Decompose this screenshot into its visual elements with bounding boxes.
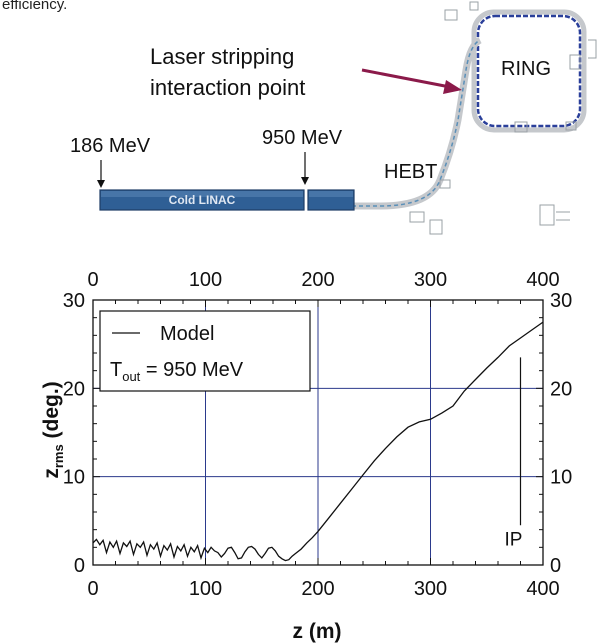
y-axis-title-sub: rms <box>51 444 66 468</box>
energy-end-label: 950 MeV <box>262 127 343 149</box>
laser-label-line2: interaction point <box>150 75 305 100</box>
legend-tout-sub: out <box>122 369 140 384</box>
energy-start-arrowhead <box>97 180 105 188</box>
x-tick-label-bottom: 300 <box>414 578 447 600</box>
y-tick-label-right: 20 <box>550 378 572 400</box>
x-tick-label-bottom: 400 <box>526 578 559 600</box>
laser-arrow-shaft <box>361 68 451 89</box>
y-axis-title-tail: (deg.) <box>40 381 63 444</box>
y-axis-title-main: z <box>40 468 63 479</box>
x-tick-label-bottom: 0 <box>87 578 98 600</box>
accelerator-schematic: RING HEBT Cold LINAC 186 M <box>70 1 597 235</box>
legend-tout-value: = 950 MeV <box>140 359 244 381</box>
energy-end-arrowhead <box>301 177 309 185</box>
y-tick-labels-right: 0 10 20 30 <box>550 290 572 577</box>
y-tick-label-left: 10 <box>63 467 85 489</box>
y-axis-title: zrms (deg.) <box>40 381 66 478</box>
zrms-chart: 0 100 200 300 400 0 100 200 300 400 0 10… <box>40 269 572 643</box>
legend-box <box>99 310 311 392</box>
legend: Model Tout = 950 MeV <box>99 310 311 392</box>
legend-model-label: Model <box>160 323 214 345</box>
cold-linac-highlight <box>101 191 303 197</box>
ring-outline <box>471 9 587 133</box>
x-tick-label-top: 200 <box>301 269 334 291</box>
ip-marker-label: IP <box>505 529 523 550</box>
hebt-label: HEBT <box>384 161 437 183</box>
ring-label: RING <box>501 58 551 80</box>
y-tick-labels-left: 0 10 20 30 <box>63 290 85 577</box>
hebt-hardware <box>409 179 570 235</box>
laser-label-line1: Laser stripping <box>150 44 294 69</box>
legend-tout-main: T <box>110 359 122 381</box>
y-tick-label-left: 0 <box>74 555 85 577</box>
x-tick-label-top: 300 <box>414 269 447 291</box>
x-tick-label-top: 100 <box>189 269 222 291</box>
ring-beamline <box>476 14 582 128</box>
y-tick-label-right: 10 <box>550 467 572 489</box>
x-tick-label-top: 400 <box>526 269 559 291</box>
model-series-line <box>92 321 544 562</box>
caption-fragment: efficiency. <box>2 0 67 13</box>
x-tick-label-bottom: 200 <box>301 578 334 600</box>
energy-start-label: 186 MeV <box>70 135 151 157</box>
x-tick-labels-top: 0 100 200 300 400 <box>87 269 559 291</box>
y-tick-label-left: 30 <box>63 290 85 312</box>
y-tick-label-right: 30 <box>550 290 572 312</box>
x-axis-title: z (m) <box>293 620 342 643</box>
x-tick-labels-bottom: 0 100 200 300 400 <box>87 578 559 600</box>
cold-linac-label: Cold LINAC <box>169 193 236 207</box>
x-tick-label-bottom: 100 <box>189 578 222 600</box>
laser-arrow-head <box>443 80 462 94</box>
x-tick-label-top: 0 <box>87 269 98 291</box>
y-tick-label-left: 20 <box>63 378 85 400</box>
legend-tout-label: Tout = 950 MeV <box>110 359 244 384</box>
hebt-transport-line <box>352 36 482 210</box>
linac-upgrade-highlight <box>309 191 353 197</box>
plot-frame <box>92 299 544 566</box>
y-tick-label-right: 0 <box>550 555 561 577</box>
ring-hardware <box>444 1 597 133</box>
